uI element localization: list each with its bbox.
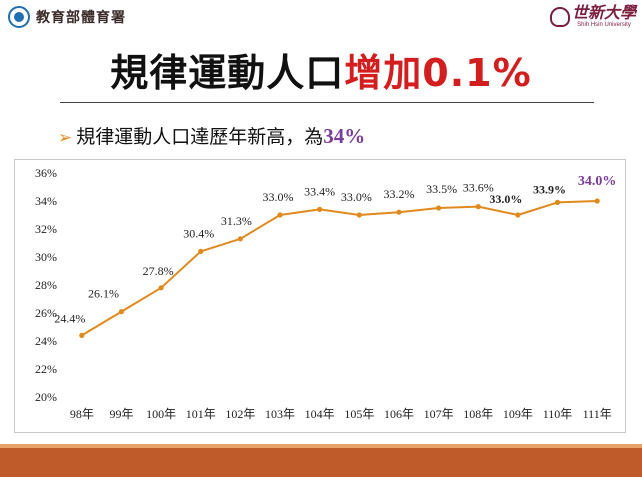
- x-tick-label: 108年: [463, 407, 493, 421]
- title-highlight: 增加0.1%: [344, 51, 532, 95]
- chart-svg: 20% 22% 24% 26% 28% 30% 32% 34% 36% 98年 99年 100年 101…: [35, 166, 617, 421]
- title-main: 規律運動人口: [110, 51, 345, 95]
- data-label: 33.0%: [489, 192, 522, 206]
- x-tick-label: 105年: [344, 407, 374, 421]
- data-label: 33.0%: [263, 190, 294, 204]
- x-tick-label: 107年: [424, 407, 454, 421]
- data-label: 33.6%: [463, 181, 494, 195]
- data-point: [475, 204, 481, 210]
- university-name-en: Shih Hsin University: [577, 22, 631, 28]
- footer-bar: [0, 448, 642, 477]
- x-tick-label: 101年: [186, 407, 216, 421]
- subtitle-value: 34%: [323, 124, 366, 148]
- y-tick-label: 32%: [35, 222, 57, 236]
- slide-title: 規律運動人口增加0.1%: [0, 42, 642, 97]
- line-chart: 20% 22% 24% 26% 28% 30% 32% 34% 36% 98年 99年 100年 101…: [14, 159, 626, 433]
- y-tick-label: 24%: [35, 334, 57, 348]
- data-label: 31.3%: [221, 214, 252, 228]
- data-label: 33.9%: [533, 182, 566, 196]
- x-tick-label: 103年: [265, 407, 295, 421]
- data-point: [594, 198, 600, 204]
- title-divider: [60, 102, 594, 103]
- bullet-arrow-icon: ➢: [58, 128, 73, 148]
- data-label: 33.0%: [341, 190, 372, 204]
- slide-subtitle: ➢ 規律運動人口達歷年新高，為 34%: [58, 122, 365, 149]
- x-tick-label: 110年: [543, 407, 573, 421]
- y-tick-label: 26%: [35, 306, 57, 320]
- y-tick-label: 30%: [35, 250, 57, 264]
- data-point: [554, 199, 561, 205]
- data-point: [237, 236, 243, 242]
- data-point: [198, 248, 204, 254]
- data-point: [317, 206, 323, 212]
- data-point: [277, 212, 283, 218]
- x-tick-label: 106年: [384, 407, 414, 421]
- x-tick-label: 100年: [146, 407, 176, 421]
- subtitle-text: 規律運動人口達歷年新高，為: [76, 126, 324, 148]
- ministry-name: 教育部體育署: [36, 10, 126, 26]
- x-tick-label: 109年: [503, 407, 533, 421]
- data-label: 33.5%: [426, 182, 457, 196]
- x-tick-label: 111年: [583, 407, 612, 421]
- university-emblem-icon: [549, 6, 570, 27]
- data-point: [396, 209, 402, 215]
- y-tick-label: 36%: [35, 166, 57, 180]
- y-tick-label: 28%: [35, 278, 57, 292]
- footer-stripe: [0, 444, 642, 448]
- data-point: [356, 212, 362, 218]
- x-tick-label: 102年: [225, 407, 255, 421]
- data-point: [436, 205, 442, 211]
- data-label: 26.1%: [88, 287, 119, 301]
- x-tick-label: 98年: [70, 407, 94, 421]
- y-tick-label: 22%: [35, 362, 57, 376]
- data-point: [118, 309, 125, 315]
- ministry-logo: 教育部體育署: [8, 6, 126, 28]
- data-point: [158, 285, 164, 291]
- y-tick-label: 20%: [35, 390, 57, 404]
- data-point: [79, 332, 85, 338]
- x-tick-label: 104年: [305, 407, 335, 421]
- x-tick-label: 99年: [109, 407, 133, 421]
- data-label: 33.2%: [383, 187, 414, 201]
- university-logo: 世新大學 Shih Hsin University: [549, 3, 636, 29]
- data-label: 30.4%: [183, 226, 214, 240]
- university-name: 世新大學: [571, 3, 636, 22]
- y-tick-label: 34%: [35, 194, 57, 208]
- data-label: 27.8%: [143, 264, 174, 278]
- data-label: 33.4%: [304, 184, 335, 198]
- data-point: [515, 212, 521, 218]
- ministry-seal-icon: [8, 6, 30, 28]
- data-label: 34.0%: [578, 174, 617, 189]
- data-label: 24.4%: [54, 311, 85, 325]
- series-line: [81, 200, 598, 337]
